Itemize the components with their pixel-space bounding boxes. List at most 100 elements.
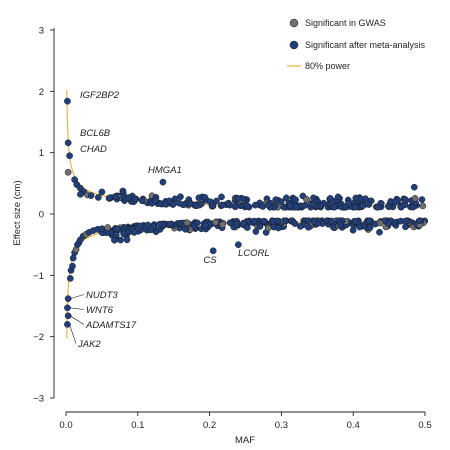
data-points [64,97,429,328]
point-meta [252,228,260,235]
y-ticks: −3 −2 −1 0 1 2 3 [33,26,54,405]
point-meta [352,194,360,202]
gene-label-nudt3: NUDT3 [86,290,118,301]
point-meta [77,191,84,198]
point-gwas [219,221,226,228]
point-gwas [411,194,419,202]
point-meta [111,193,119,200]
point-meta [201,222,209,229]
x-ticks: 0.0 0.1 0.2 0.3 0.4 0.5 [59,412,432,431]
point-meta [226,219,234,227]
point-meta [136,222,144,230]
point-meta [218,201,226,209]
point-meta [251,201,259,209]
point-meta [296,223,304,230]
point-gwas [183,219,191,227]
x-tick-label: 0.2 [203,420,216,431]
point-meta [310,218,318,226]
legend: Significant in GWAS Significant after met… [287,18,426,71]
point-meta [280,203,288,211]
point-meta [194,219,201,227]
legend-marker [289,18,299,28]
point-bcl6b [64,139,72,147]
point-meta [138,197,146,205]
point-meta [309,200,317,208]
point-meta [151,197,159,205]
point-meta [365,217,373,225]
point-meta [94,194,102,201]
point-meta [416,217,424,225]
legend-label: Significant in GWAS [305,18,386,28]
leader-line-nudt3 [70,294,85,299]
x-tick-label: 0.4 [347,420,360,431]
y-tick-label: −3 [33,394,44,405]
gene-label-wnt6: WNT6 [86,305,114,316]
point-meta [201,194,209,201]
gene-label-igf2bp2: IGF2BP2 [80,90,120,101]
point-meta [240,219,247,227]
point-meta [117,236,124,244]
y-axis-title: Effect size (cm) [12,180,23,245]
leader-line-adamts17 [69,315,85,325]
point-lcorl [234,241,242,249]
point-meta [283,194,290,202]
point-meta [244,202,251,210]
gene-label-cs: CS [203,255,217,266]
point-gwas [419,202,427,210]
point-meta [98,225,106,233]
point-meta [69,254,77,262]
point-meta [330,203,338,211]
point-meta [356,223,363,231]
point-meta [260,218,268,225]
y-tick-label: −2 [33,332,44,343]
x-axis-title: MAF [235,435,255,446]
point-meta [218,193,225,201]
y-tick-label: 0 [39,210,44,221]
point-meta [166,197,173,205]
point-cs [209,247,217,255]
legend-label: Significant after meta-analysis [305,40,426,50]
point-meta [374,203,382,211]
point-meta [301,201,309,209]
x-tick-label: 0.0 [59,420,72,431]
point-meta [112,231,120,239]
point-meta [362,195,369,203]
point-meta [130,229,138,236]
legend-label: 80% power [305,61,350,71]
point-meta [264,201,272,208]
x-tick-label: 0.1 [131,420,144,431]
y-tick-label: 1 [39,148,44,159]
point-meta [113,225,121,233]
point-meta [147,226,155,234]
gene-label-bcl6b: BCL6B [80,128,111,139]
point-meta [243,224,251,231]
point-meta [195,194,203,202]
point-meta [352,218,360,225]
point-meta [402,196,409,203]
point-igf2bp2 [64,97,71,105]
point-meta [231,203,239,211]
point-meta [275,224,282,232]
point-meta [123,236,131,244]
point-gwas [376,219,384,227]
point-meta [376,228,383,236]
point-gwas [212,219,219,226]
x-tick-label: 0.5 [418,420,431,431]
x-tick-label: 0.3 [275,420,288,431]
point-meta [208,202,216,210]
point-meta [225,199,232,207]
point-meta [177,193,184,201]
point-gwas [264,224,272,232]
point-meta [176,199,183,207]
point-hmga1 [159,178,167,186]
power-curves [66,89,425,339]
point-meta [345,199,352,207]
point-meta [213,197,220,205]
point-meta [392,198,399,206]
point-meta [192,202,200,209]
point-meta [334,193,342,201]
point-meta [250,217,258,225]
point-meta [274,217,282,225]
point-meta [166,220,174,228]
